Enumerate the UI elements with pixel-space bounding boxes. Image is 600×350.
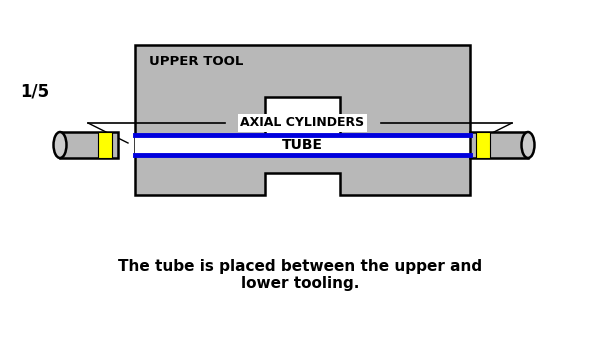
Bar	[476, 132, 490, 158]
Text: LOWER TOOL: LOWER TOOL	[149, 141, 247, 154]
Bar	[60, 132, 118, 158]
Ellipse shape	[521, 132, 535, 158]
Text: 1/5: 1/5	[20, 83, 49, 101]
Bar	[470, 132, 528, 158]
Text: UPPER TOOL: UPPER TOOL	[149, 55, 244, 68]
Text: AXIAL CYLINDERS: AXIAL CYLINDERS	[241, 117, 365, 130]
Text: The tube is placed between the upper and
lower tooling.: The tube is placed between the upper and…	[118, 259, 482, 291]
Ellipse shape	[53, 132, 67, 158]
Bar	[98, 132, 112, 158]
Polygon shape	[135, 135, 470, 195]
Text: TUBE: TUBE	[282, 138, 323, 152]
Polygon shape	[135, 45, 470, 135]
Bar	[135, 135, 470, 155]
